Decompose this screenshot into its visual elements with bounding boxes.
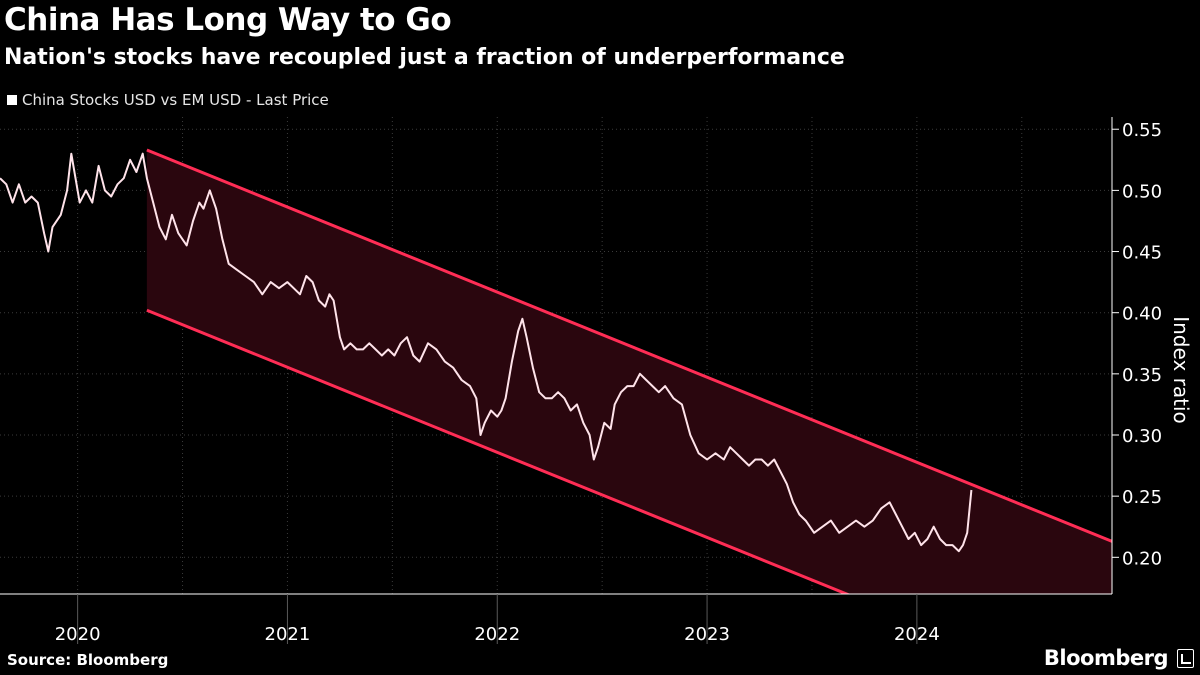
y-tick-label: 0.50	[1122, 181, 1162, 202]
y-tick-label: 0.55	[1122, 120, 1162, 141]
x-tick-label: 2024	[894, 624, 940, 645]
y-tick-label: 0.40	[1122, 304, 1162, 325]
brand-logo: Bloomberg	[1043, 646, 1169, 670]
x-tick-label: 2020	[55, 624, 101, 645]
y-tick-label: 0.25	[1122, 487, 1162, 508]
legend-label: China Stocks USD vs EM USD - Last Price	[22, 91, 329, 109]
y-tick-label: 0.20	[1122, 548, 1162, 569]
y-tick-label: 0.30	[1122, 426, 1162, 447]
x-tick-label: 2023	[684, 624, 730, 645]
y-tick-label: 0.35	[1122, 365, 1162, 386]
chart-title: China Has Long Way to Go	[4, 2, 452, 38]
series-layer	[0, 152, 973, 553]
axes: 0.20 0.25 0.30 0.35 0.40 0.45 0.50 0.55 2020 2021…	[0, 117, 1162, 645]
channel-lower-line	[146, 308, 851, 594]
x-tick-label: 2022	[474, 624, 520, 645]
series-line	[0, 152, 973, 553]
chart-subtitle: Nation's stocks have recoupled just a fr…	[4, 45, 845, 70]
y-axis-title: Index ratio	[1169, 316, 1193, 424]
legend: China Stocks USD vs EM USD - Last Price	[7, 91, 329, 109]
y-tick-label: 0.45	[1122, 243, 1162, 264]
x-tick-label: 2021	[265, 624, 311, 645]
trend-channel	[146, 148, 1112, 594]
channel-fill	[146, 150, 1112, 594]
legend-swatch	[7, 95, 17, 105]
channel-upper-line	[146, 148, 1112, 543]
source-note: Source: Bloomberg	[7, 651, 169, 669]
brand-icon	[1177, 649, 1194, 668]
